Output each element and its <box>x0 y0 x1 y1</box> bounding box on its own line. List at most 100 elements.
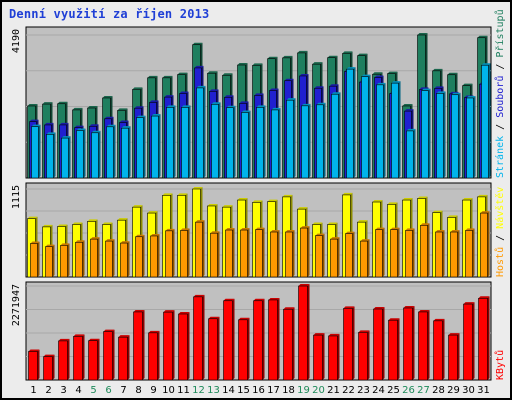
bar-kbytes-day-13-top <box>208 316 220 319</box>
bar-hosts-day-9 <box>150 235 158 278</box>
bar-hits-day-14-side <box>233 105 236 178</box>
bar-hosts-day-14 <box>225 229 233 278</box>
bar-hits-day-19 <box>301 105 309 179</box>
bar-visits-day-23-top <box>357 220 368 223</box>
bar-hits-day-29-top <box>451 92 461 95</box>
bar-hosts-day-21-side <box>337 237 340 277</box>
bar-visits-day-3-top <box>57 224 68 227</box>
bar-files-day-18-top <box>284 78 294 81</box>
xtick-day-18: 18 <box>282 385 295 396</box>
bar-hosts-day-27-side <box>427 223 430 277</box>
bar-kbytes-day-12-top <box>193 294 205 297</box>
bar-hosts-day-30 <box>465 230 473 278</box>
bar-hosts-day-16-top <box>255 227 265 230</box>
bar-files-day-20-top <box>314 86 324 89</box>
xtick-day-20: 20 <box>312 385 325 396</box>
bar-files-day-26-top <box>404 109 414 112</box>
bar-visits-day-14-top <box>222 205 233 208</box>
bar-hosts-day-1-top <box>30 241 40 244</box>
bar-hits-day-27 <box>421 90 429 179</box>
bar-kbytes-day-29-side <box>457 333 460 380</box>
bar-kbytes-day-20-top <box>313 333 325 336</box>
xtick-day-15: 15 <box>237 385 250 396</box>
bar-hosts-day-28-top <box>435 230 445 233</box>
bar-hosts-day-18 <box>285 231 293 278</box>
bar-hits-day-16 <box>256 107 264 179</box>
bar-kbytes-day-12-side <box>202 294 205 380</box>
bar-kbytes-day-21-side <box>337 333 340 380</box>
bar-pages-day-2-top <box>42 102 53 105</box>
bar-hosts-day-29 <box>450 231 458 278</box>
xtick-day-4: 4 <box>75 385 81 396</box>
bar-pages-day-27-top <box>417 33 428 35</box>
bar-files-day-19-top <box>299 73 309 76</box>
bar-kbytes-day-3 <box>58 340 68 381</box>
bar-hits-day-9-top <box>151 114 161 117</box>
bar-kbytes-day-1 <box>28 351 38 381</box>
bar-pages-day-17-top <box>267 56 278 59</box>
bar-hosts-day-22-side <box>352 231 355 277</box>
bar-hits-day-8-side <box>143 115 146 178</box>
bar-hits-day-10-top <box>166 105 176 108</box>
bar-hosts-day-10-top <box>165 228 175 231</box>
bar-files-day-9-top <box>149 100 159 103</box>
legend-middle-panel: Hostů / Návštěv <box>494 187 506 277</box>
bar-pages-day-28-top <box>432 68 443 71</box>
bar-hosts-day-12-side <box>202 220 205 277</box>
bar-hosts-day-2-top <box>45 244 55 247</box>
bar-hits-day-29-side <box>458 92 461 178</box>
bar-hits-day-23 <box>361 76 369 179</box>
bar-hits-day-31-side <box>488 63 491 178</box>
bar-kbytes-day-10-side <box>172 310 175 380</box>
xtick-day-14: 14 <box>222 385 235 396</box>
xtick-day-3: 3 <box>60 385 66 396</box>
bar-pages-day-6-top <box>102 95 113 98</box>
bar-kbytes-day-31-side <box>487 296 490 380</box>
bar-hosts-day-7 <box>120 242 128 278</box>
bar-kbytes-day-7-side <box>127 335 130 380</box>
bar-pages-day-1-top <box>27 103 38 106</box>
bar-visits-day-2-top <box>42 224 53 227</box>
bar-hosts-day-3-side <box>67 243 70 277</box>
bar-hosts-day-10 <box>165 230 173 278</box>
bar-kbytes-day-4 <box>73 336 83 381</box>
bar-kbytes-day-3-side <box>67 338 70 380</box>
bar-files-day-8-top <box>134 106 144 109</box>
xtick-day-26: 26 <box>402 385 415 396</box>
bar-kbytes-day-18-side <box>292 307 295 380</box>
bar-hosts-day-3-top <box>60 243 70 246</box>
bar-kbytes-day-15-top <box>238 317 250 320</box>
bar-kbytes-day-3-top <box>58 338 70 341</box>
bar-pages-day-11-top <box>177 72 188 75</box>
bar-hosts-day-2 <box>45 246 53 278</box>
bar-pages-day-25-top <box>387 71 398 74</box>
bar-kbytes-day-25 <box>388 319 398 381</box>
bar-files-day-14-top <box>224 95 234 98</box>
bar-visits-day-4-top <box>72 222 83 225</box>
bar-hits-day-4-side <box>83 128 86 178</box>
bar-hits-day-4 <box>76 130 84 179</box>
bar-hits-day-7-top <box>121 126 131 129</box>
bar-visits-day-12-top <box>192 187 203 189</box>
bar-hosts-day-23-top <box>360 239 370 242</box>
bar-hits-day-6 <box>106 126 114 179</box>
bar-hosts-day-19 <box>300 227 308 278</box>
xtick-day-6: 6 <box>105 385 111 396</box>
bar-visits-day-11-top <box>177 193 188 196</box>
bar-visits-day-16-top <box>252 200 263 203</box>
xtick-day-31: 31 <box>477 385 490 396</box>
bar-hosts-day-9-top <box>150 233 160 236</box>
bar-kbytes-day-8-top <box>133 309 145 312</box>
bar-hosts-day-20-side <box>322 233 325 277</box>
bar-kbytes-day-27 <box>418 311 428 381</box>
bar-hosts-day-12 <box>195 221 203 278</box>
bar-kbytes-day-18 <box>283 308 293 381</box>
bar-hits-day-23-side <box>368 74 371 178</box>
bar-hosts-day-1-side <box>37 241 40 277</box>
bar-kbytes-day-14-side <box>232 298 235 380</box>
xtick-day-8: 8 <box>135 385 141 396</box>
bar-kbytes-day-20-side <box>322 333 325 380</box>
bar-hosts-day-11-side <box>187 228 190 277</box>
bar-hits-day-4-top <box>76 128 86 131</box>
